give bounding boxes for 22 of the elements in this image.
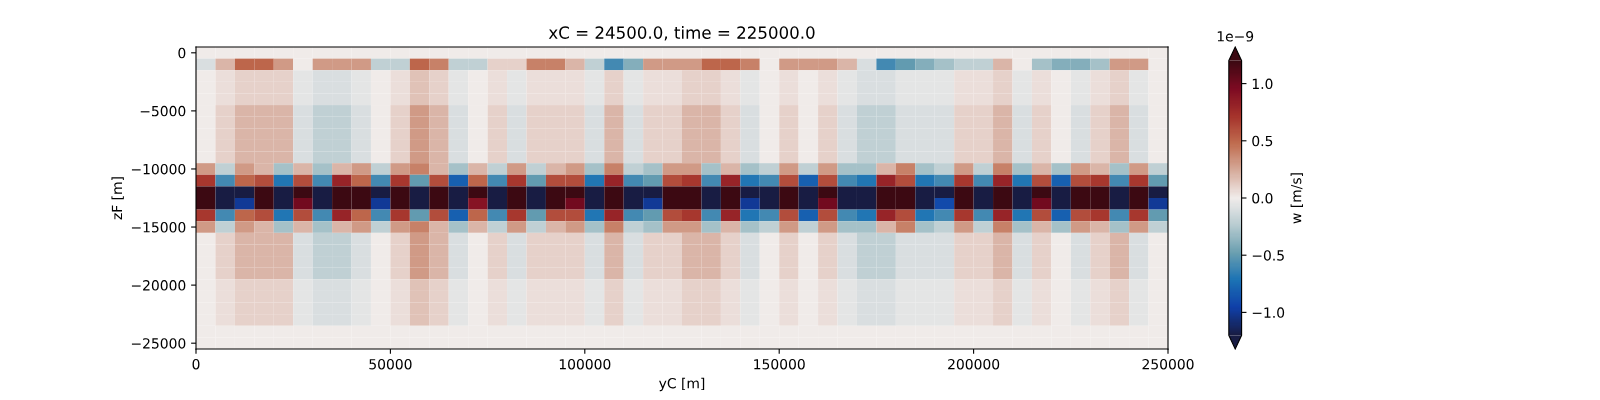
x-tick-label: 100000 [559, 358, 611, 370]
chart-title: xC = 24500.0, time = 225000.0 [548, 26, 815, 41]
x-tick-label: 250000 [1142, 358, 1194, 370]
x-tick-label: 50000 [369, 358, 412, 370]
color-bar-label: 1.0 [1252, 78, 1273, 90]
x-tick-label: 0 [192, 358, 200, 370]
y-tick-label: −10000 [131, 163, 186, 175]
x-tick-label: 200000 [948, 358, 1000, 370]
y-tick-label: −15000 [131, 222, 186, 233]
color-bar-label: −1.0 [1252, 307, 1285, 318]
y-tick-label: −25000 [131, 338, 186, 349]
text: 1e−9 [1217, 31, 1254, 42]
color-bar-label: 0.5 [1252, 135, 1273, 147]
color-bar-title: w [m/s] [1290, 173, 1303, 224]
y-axis-title: zF [m] [111, 177, 124, 220]
y-tick-label: −5000 [140, 105, 186, 117]
x-tick-label: 150000 [754, 358, 805, 370]
y-tick-label: −20000 [131, 280, 186, 291]
y-tick-label: 0 [178, 47, 186, 59]
color-bar-label: −0.5 [1252, 250, 1284, 261]
color-bar-label: 0.0 [1252, 192, 1273, 204]
x-axis-title: yC [m] [659, 377, 705, 392]
